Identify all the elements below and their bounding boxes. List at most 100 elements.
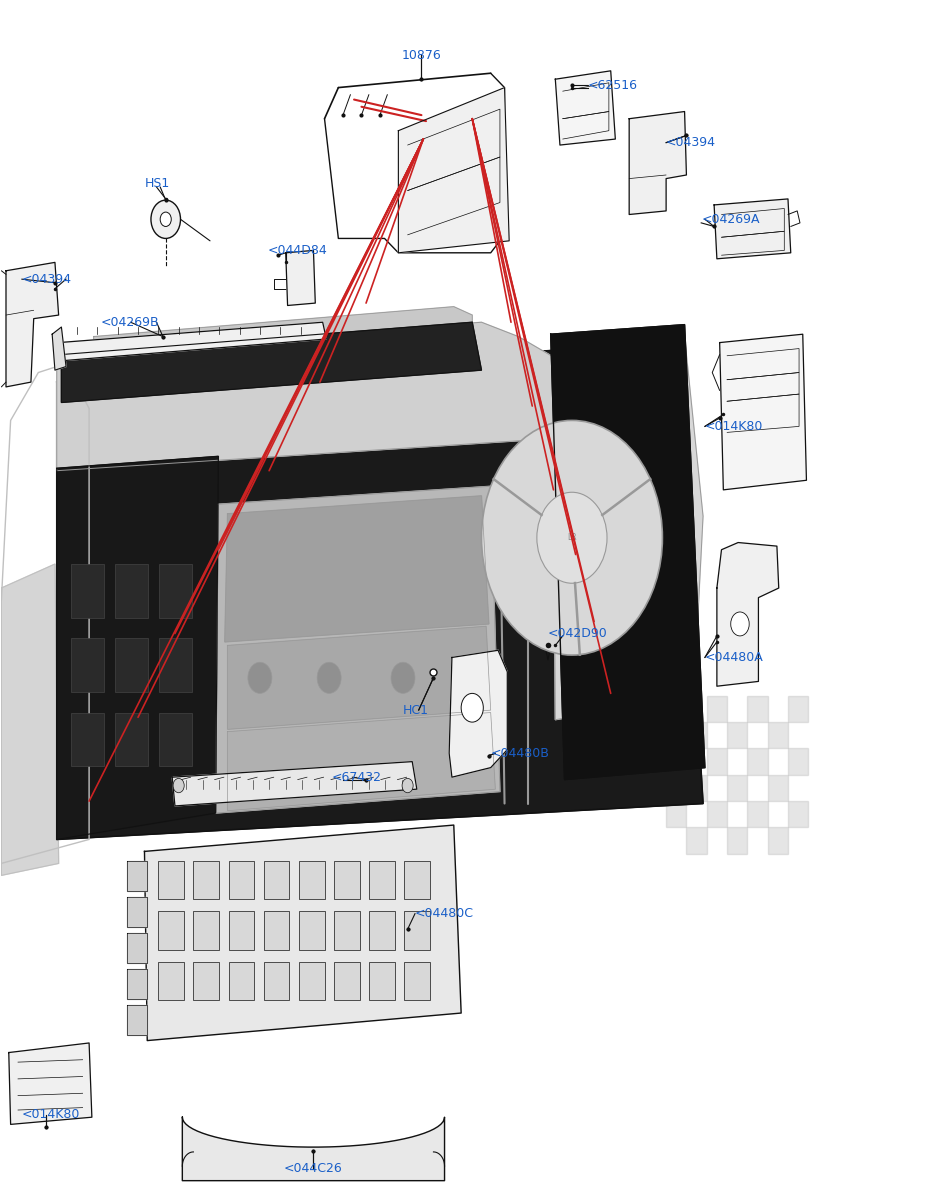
Bar	[788, 802, 808, 828]
Text: HC1: HC1	[403, 703, 429, 716]
Bar	[404, 961, 430, 1000]
Text: <04480A: <04480A	[705, 650, 764, 664]
Bar	[747, 749, 768, 775]
Bar	[194, 860, 219, 899]
Text: Parts: Parts	[384, 448, 579, 514]
Polygon shape	[182, 1117, 444, 1181]
Circle shape	[537, 492, 607, 583]
Polygon shape	[56, 342, 703, 840]
Polygon shape	[172, 762, 417, 806]
Text: <04269A: <04269A	[701, 212, 759, 226]
Bar	[70, 713, 104, 767]
Bar	[159, 713, 193, 767]
Bar	[666, 802, 686, 828]
Polygon shape	[127, 896, 147, 926]
Polygon shape	[717, 542, 779, 686]
Text: <04394: <04394	[666, 136, 716, 149]
Bar	[229, 860, 255, 899]
Bar	[299, 961, 324, 1000]
Polygon shape	[228, 626, 491, 730]
Text: 10876: 10876	[402, 49, 442, 61]
Text: LR: LR	[567, 533, 577, 542]
Bar	[768, 828, 788, 854]
Polygon shape	[127, 968, 147, 998]
Bar	[115, 564, 148, 618]
Bar	[159, 564, 193, 618]
Bar	[229, 911, 255, 949]
Bar	[70, 638, 104, 692]
Polygon shape	[225, 496, 489, 642]
Bar	[707, 802, 727, 828]
Bar	[788, 749, 808, 775]
Polygon shape	[58, 323, 326, 360]
Polygon shape	[554, 337, 703, 720]
Bar	[788, 696, 808, 722]
Polygon shape	[127, 1004, 147, 1034]
Bar	[747, 802, 768, 828]
Circle shape	[731, 612, 749, 636]
Bar	[70, 564, 104, 618]
Bar	[686, 828, 707, 854]
Bar	[404, 911, 430, 949]
Bar	[158, 961, 184, 1000]
Polygon shape	[551, 325, 705, 780]
Text: <042D90: <042D90	[548, 628, 607, 640]
Text: <04269B: <04269B	[101, 316, 159, 329]
Bar	[707, 696, 727, 722]
Bar	[727, 722, 747, 749]
Bar	[369, 860, 394, 899]
Bar	[299, 911, 324, 949]
Polygon shape	[6, 263, 58, 386]
Bar	[158, 860, 184, 899]
Polygon shape	[556, 71, 616, 145]
Polygon shape	[56, 323, 556, 470]
Circle shape	[391, 662, 415, 694]
Circle shape	[317, 662, 341, 694]
Polygon shape	[216, 486, 500, 814]
Circle shape	[248, 662, 272, 694]
Text: <044C26: <044C26	[284, 1162, 343, 1175]
Bar	[747, 696, 768, 722]
Text: <04394: <04394	[21, 272, 71, 286]
Polygon shape	[629, 112, 686, 215]
Polygon shape	[714, 199, 791, 259]
Polygon shape	[398, 88, 509, 253]
Circle shape	[482, 420, 662, 655]
Text: <044D84: <044D84	[268, 244, 327, 257]
Circle shape	[151, 200, 181, 239]
Bar	[264, 860, 290, 899]
Bar	[686, 775, 707, 802]
Bar	[229, 961, 255, 1000]
Bar	[768, 722, 788, 749]
Polygon shape	[56, 456, 219, 840]
Polygon shape	[228, 713, 495, 811]
Polygon shape	[127, 860, 147, 890]
Bar	[727, 775, 747, 802]
Bar	[369, 961, 394, 1000]
Text: <04480B: <04480B	[491, 746, 549, 760]
Circle shape	[160, 212, 171, 227]
Polygon shape	[1, 564, 58, 875]
Circle shape	[402, 779, 413, 793]
Bar	[369, 911, 394, 949]
Text: <04480C: <04480C	[415, 907, 474, 920]
Bar	[666, 696, 686, 722]
Bar	[299, 860, 324, 899]
Polygon shape	[8, 1043, 92, 1124]
Bar	[158, 911, 184, 949]
Polygon shape	[720, 335, 807, 490]
Polygon shape	[286, 251, 315, 306]
Bar	[333, 860, 359, 899]
Bar	[686, 722, 707, 749]
Polygon shape	[127, 932, 147, 962]
Bar	[115, 638, 148, 692]
Bar	[333, 961, 359, 1000]
Bar	[727, 828, 747, 854]
Bar	[768, 775, 788, 802]
Bar	[264, 961, 290, 1000]
Polygon shape	[61, 323, 482, 402]
Text: <014K80: <014K80	[21, 1109, 80, 1121]
Text: SCHema: SCHema	[77, 558, 481, 642]
Text: <67432: <67432	[332, 770, 382, 784]
Text: <014K80: <014K80	[705, 420, 763, 433]
